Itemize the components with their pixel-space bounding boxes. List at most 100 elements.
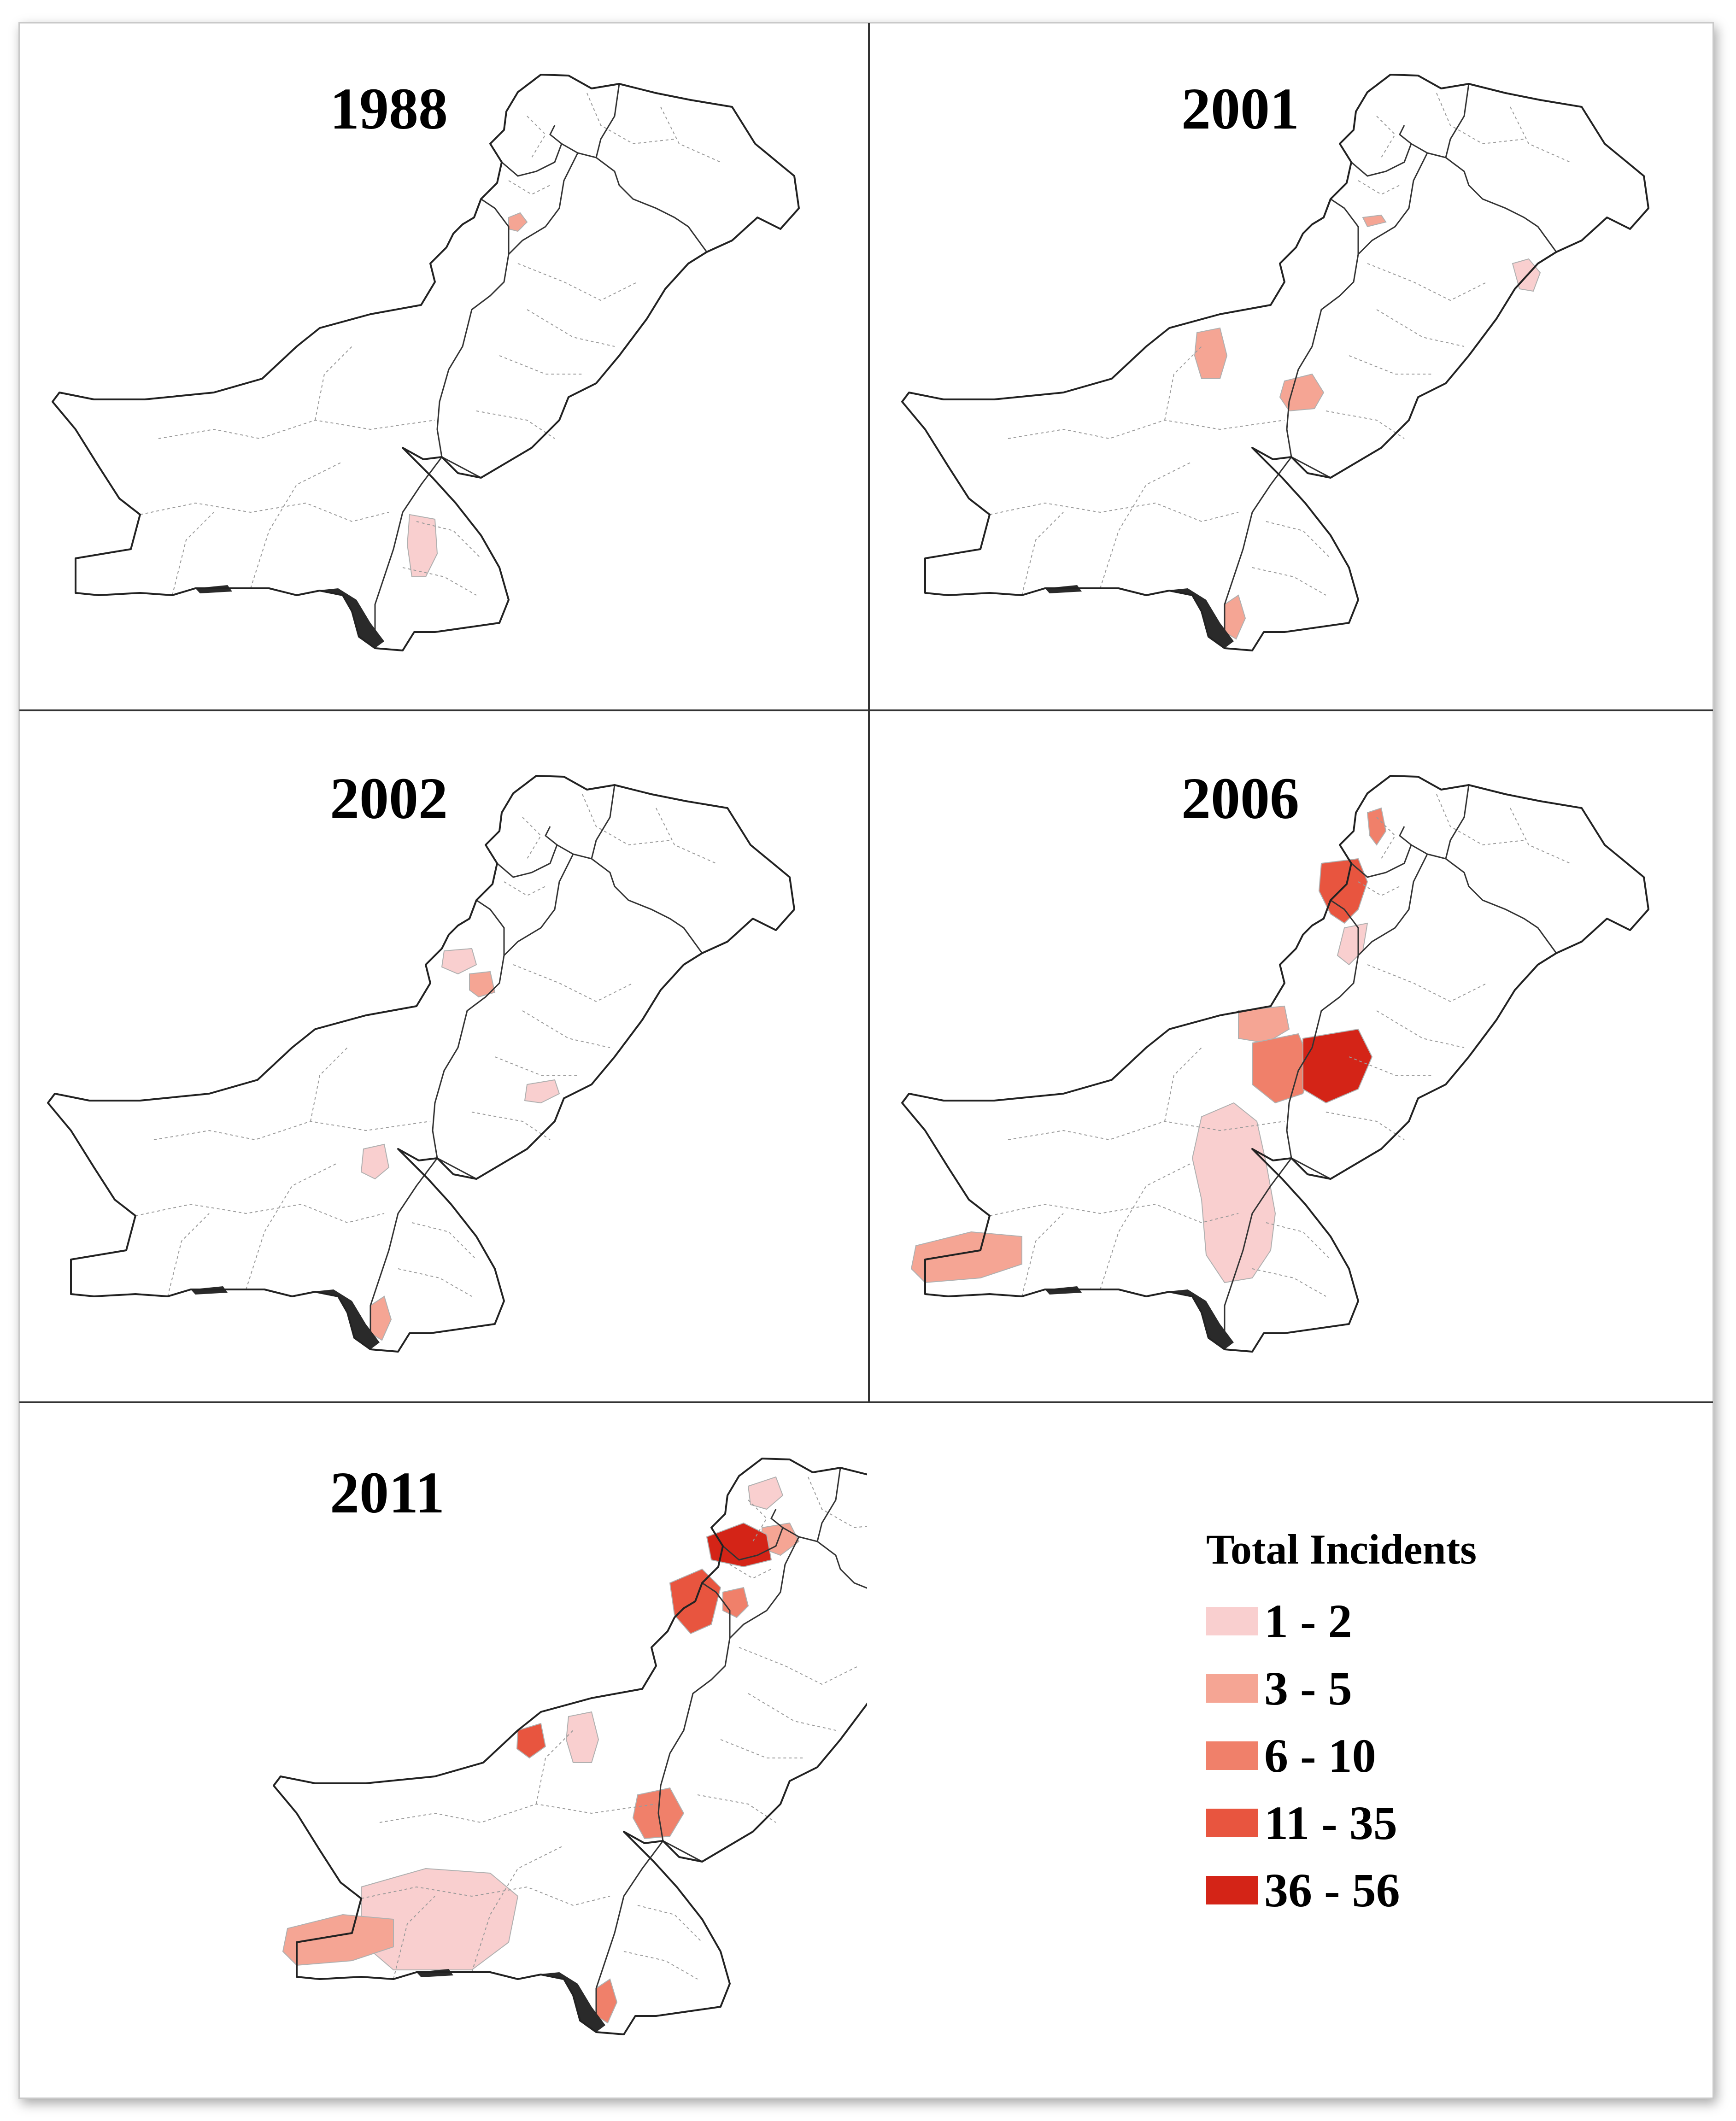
district-boundary bbox=[1349, 1056, 1432, 1076]
district-boundary bbox=[1376, 1010, 1465, 1048]
district-quetta bbox=[516, 1723, 546, 1759]
province-boundary bbox=[1357, 854, 1428, 956]
district-boundary bbox=[748, 1693, 836, 1731]
district-boundary bbox=[315, 346, 352, 421]
legend-swatch bbox=[1206, 1741, 1258, 1770]
province-boundary bbox=[1224, 1158, 1292, 1349]
district-boundary bbox=[1100, 461, 1193, 589]
district-kalat-belt bbox=[1191, 1102, 1276, 1283]
district-makran bbox=[910, 1231, 1022, 1283]
map-panel-2011: 2011 bbox=[20, 1403, 1713, 2098]
province-boundary bbox=[1445, 785, 1470, 859]
country-outline bbox=[901, 775, 1649, 1353]
district-boundary bbox=[522, 1010, 610, 1048]
district-boundary bbox=[135, 1203, 385, 1224]
province-boundary bbox=[1291, 1157, 1331, 1180]
district-sindh-west bbox=[406, 514, 438, 577]
district-boundary bbox=[1008, 1120, 1285, 1141]
map-group bbox=[52, 74, 800, 651]
legend-label: 1 - 2 bbox=[1264, 1594, 1352, 1648]
pakistan-map bbox=[47, 775, 795, 1353]
province-boundary bbox=[1351, 125, 1412, 177]
province-boundary bbox=[501, 125, 563, 177]
district-boundary bbox=[167, 1213, 210, 1297]
district-boundary bbox=[393, 1896, 435, 1980]
pakistan-map bbox=[52, 74, 800, 651]
province-boundary bbox=[1411, 143, 1557, 252]
district-balochistan-north bbox=[565, 1711, 599, 1763]
district-punjab-central bbox=[524, 1079, 560, 1104]
district-boundary bbox=[1436, 93, 1525, 145]
coastline-mark bbox=[311, 1289, 380, 1349]
district-boundary bbox=[536, 1730, 574, 1805]
district-bajaur bbox=[1318, 858, 1368, 924]
district-boundary bbox=[1252, 567, 1326, 596]
legend-label: 36 - 56 bbox=[1264, 1863, 1400, 1917]
district-boundary bbox=[476, 410, 555, 439]
district-boundary bbox=[660, 106, 721, 163]
district-balochistan-east bbox=[1279, 373, 1325, 412]
district-boundary bbox=[1349, 355, 1432, 375]
district-boundary bbox=[697, 1794, 776, 1823]
district-boundary bbox=[398, 1268, 472, 1297]
district-boundary bbox=[1266, 1222, 1331, 1260]
province-boundary bbox=[1224, 457, 1292, 648]
map-group bbox=[273, 1458, 867, 2035]
panel-year: 2002 bbox=[330, 766, 448, 831]
province-boundary bbox=[374, 457, 443, 648]
district-boundary bbox=[808, 1476, 867, 1529]
district-boundary bbox=[623, 1951, 698, 1980]
district-boundary bbox=[1510, 808, 1571, 864]
map-panel-2001: 2001 bbox=[870, 24, 1713, 709]
district-boundary bbox=[153, 1120, 431, 1141]
district-boundary bbox=[517, 263, 638, 301]
panel-year: 2001 bbox=[1181, 76, 1299, 141]
country-outline bbox=[901, 74, 1649, 651]
district-kpk-south bbox=[469, 971, 496, 998]
province-boundary bbox=[441, 456, 481, 479]
district-boundary bbox=[471, 1112, 551, 1140]
legend-item-3: 6 - 10 bbox=[1206, 1722, 1556, 1789]
district-boundary bbox=[1358, 881, 1400, 896]
district-balochistan-southeast bbox=[360, 1143, 390, 1180]
district-boundary bbox=[637, 1905, 703, 1943]
district-boundary bbox=[1021, 1213, 1064, 1297]
district-zhob bbox=[1238, 1005, 1290, 1044]
district-boundary bbox=[1358, 180, 1400, 195]
province-boundary bbox=[591, 785, 616, 859]
district-boundary bbox=[494, 1056, 578, 1076]
pakistan-map bbox=[901, 74, 1649, 651]
map-group bbox=[901, 74, 1649, 651]
district-boundary bbox=[1376, 309, 1465, 347]
district-boundary bbox=[504, 881, 546, 896]
legend-swatch bbox=[1206, 1607, 1258, 1635]
province-boundary bbox=[1357, 152, 1428, 255]
pakistan-map bbox=[901, 775, 1649, 1353]
province-boundary bbox=[436, 198, 510, 457]
map-group bbox=[901, 775, 1649, 1353]
panel-year: 2011 bbox=[330, 1460, 445, 1525]
legend-item-4: 11 - 35 bbox=[1206, 1789, 1556, 1857]
province-boundary bbox=[1291, 456, 1331, 479]
coastline-mark bbox=[1165, 1289, 1234, 1349]
province-boundary bbox=[503, 854, 574, 956]
district-boundary bbox=[720, 1739, 803, 1758]
province-boundary bbox=[508, 152, 579, 255]
district-boundary bbox=[1325, 410, 1405, 439]
district-boundary bbox=[471, 1845, 564, 1973]
horizontal-divider-top bbox=[19, 709, 1713, 711]
district-boundary bbox=[310, 1047, 348, 1122]
district-boundary bbox=[739, 1647, 859, 1685]
province-boundary bbox=[369, 1158, 438, 1349]
province-boundary bbox=[1411, 844, 1557, 954]
legend-item-5: 36 - 56 bbox=[1206, 1857, 1556, 1924]
district-boundary bbox=[989, 502, 1239, 522]
district-boundary bbox=[656, 808, 716, 864]
legend-swatch bbox=[1206, 1674, 1258, 1703]
district-boundary bbox=[586, 93, 675, 145]
province-boundary bbox=[1445, 83, 1470, 158]
province-boundary bbox=[557, 844, 703, 954]
pakistan-map bbox=[273, 1458, 867, 2035]
district-boundary bbox=[582, 794, 670, 846]
province-boundary bbox=[1286, 899, 1359, 1159]
